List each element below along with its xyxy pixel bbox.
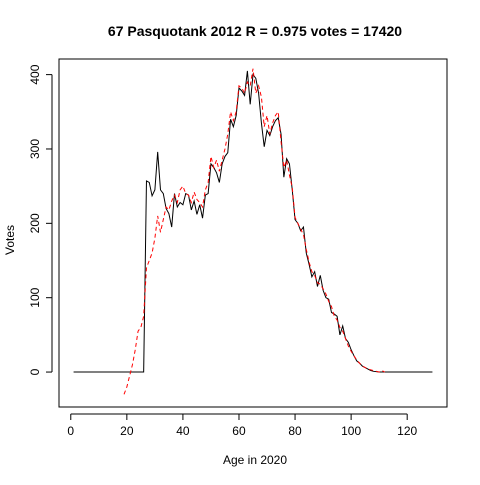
series-line-1 bbox=[74, 71, 433, 372]
x-axis-label: Age in 2020 bbox=[223, 453, 287, 467]
y-axis-label: Votes bbox=[3, 225, 17, 255]
series-layer bbox=[74, 69, 433, 395]
plot-area bbox=[59, 59, 447, 407]
y-tick-label: 400 bbox=[28, 64, 42, 84]
y-tick-label: 200 bbox=[28, 213, 42, 233]
y-tick-label: 100 bbox=[28, 287, 42, 307]
x-tick-label: 80 bbox=[288, 424, 302, 438]
x-axis: 0 20 40 60 80 100 120 bbox=[67, 414, 417, 438]
chart-title: 67 Pasquotank 2012 R = 0.975 votes = 174… bbox=[108, 23, 402, 39]
series-line-2 bbox=[124, 69, 385, 395]
plot-frame bbox=[59, 59, 447, 407]
x-tick-label: 60 bbox=[232, 424, 246, 438]
x-tick-label: 20 bbox=[120, 424, 134, 438]
x-tick-label: 0 bbox=[67, 424, 74, 438]
y-axis: 0 100 200 300 400 bbox=[28, 64, 52, 375]
x-tick-label: 40 bbox=[176, 424, 190, 438]
x-tick-label: 120 bbox=[397, 424, 417, 438]
y-tick-label: 300 bbox=[28, 139, 42, 159]
x-tick-label: 100 bbox=[341, 424, 361, 438]
y-tick-label: 0 bbox=[28, 368, 42, 375]
